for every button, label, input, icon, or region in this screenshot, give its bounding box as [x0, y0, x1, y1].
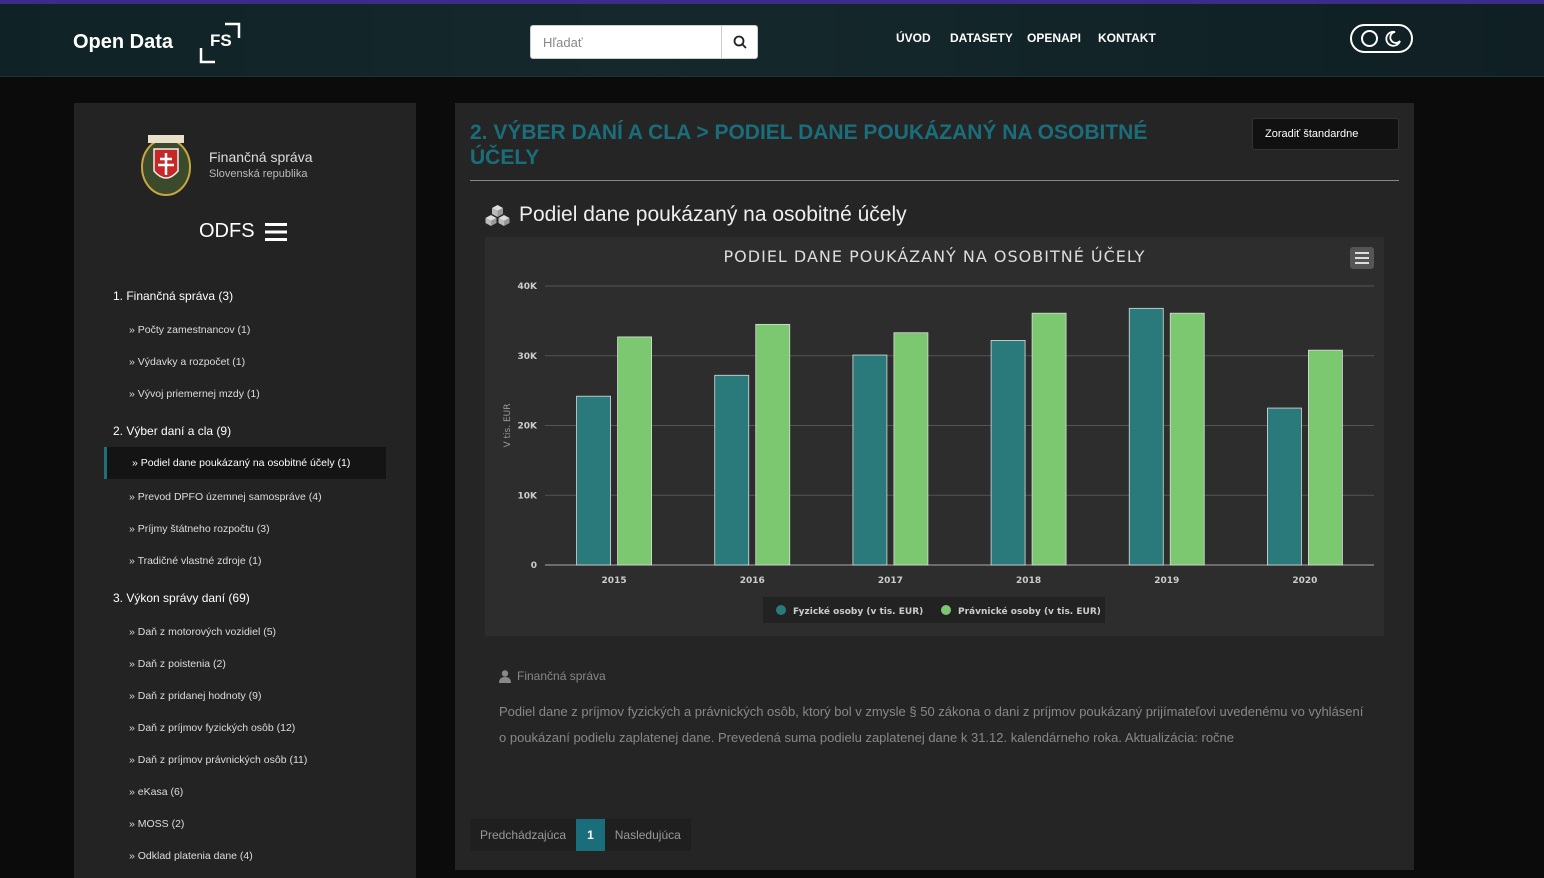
sidebar-item[interactable]: » Vývoj priemernej mzdy (1)	[129, 388, 260, 400]
pagination: Predchádzajúca 1 Nasledujúca	[470, 819, 691, 851]
moon-icon	[1385, 30, 1401, 47]
light-mode-icon	[1361, 30, 1378, 47]
nav-openapi[interactable]: OPENAPI	[1027, 31, 1082, 45]
bar-pravnicke-2015	[617, 336, 652, 566]
sidebar-item[interactable]: » Prevod DPFO územnej samospráve (4)	[129, 491, 322, 503]
search-box	[530, 25, 758, 59]
sidebar-category[interactable]: 3. Výkon správy daní (69)	[113, 591, 250, 605]
legend-label: Právnické osoby (v tis. EUR)	[958, 606, 1101, 617]
dataset-description: Podiel dane z príjmov fyzických a právni…	[499, 704, 1364, 745]
dataset-title-text: Podiel dane poukázaný na osobitné účely	[519, 203, 907, 226]
bar-pravnicke-2019	[1169, 312, 1205, 566]
hamburger-icon	[264, 222, 287, 241]
pagination-page-1[interactable]: 1	[576, 819, 605, 851]
sidebar-item[interactable]: » Daň z príjmov fyzických osôb (12)	[129, 722, 296, 734]
main-content: 2. VÝBER DANÍ A CLA > PODIEL DANE POUKÁZ…	[455, 103, 1414, 870]
sidebar-item[interactable]: » Podiel dane poukázaný na osobitné účel…	[104, 447, 386, 479]
search-button[interactable]	[721, 26, 757, 58]
org-subtitle: Slovenská republika	[209, 168, 308, 180]
sidebar-item[interactable]: » Tradičné vlastné zdroje (1)	[129, 555, 262, 567]
sidebar-category[interactable]: 1. Finančná správa (3)	[113, 289, 234, 303]
x-tick-label: 2018	[1016, 576, 1041, 586]
org-name: Finančná správa	[209, 149, 313, 165]
bar-fyzicke-2017	[852, 354, 888, 566]
chart-title: PODIEL DANE POUKÁZANÝ NA OSOBITNÉ ÚČELY	[723, 247, 1146, 266]
bar-fyzicke-2016	[714, 374, 750, 566]
coat-of-arms-logo	[140, 131, 192, 202]
x-tick-label: 2016	[740, 576, 765, 586]
page-title: 2. VÝBER DANÍ A CLA > PODIEL DANE POUKÁZ…	[470, 121, 1148, 169]
logo-text: FS	[210, 31, 232, 50]
x-tick-label: 2019	[1154, 576, 1179, 586]
chart-context-menu-button[interactable]	[1350, 247, 1374, 269]
nav-datasety[interactable]: DATASETY	[950, 31, 1013, 45]
sidebar-category[interactable]: 2. Výber daní a cla (9)	[113, 424, 232, 438]
legend-box	[763, 597, 1105, 623]
sidebar-item[interactable]: » Daň z motorových vozidiel (5)	[129, 626, 277, 638]
bar-fyzicke-2019	[1128, 307, 1164, 566]
x-tick-label: 2017	[878, 576, 903, 586]
y-tick-label: 30K	[518, 352, 539, 362]
x-tick-label: 2015	[602, 576, 627, 586]
bar-pravnicke-2018	[1031, 312, 1067, 566]
user-icon	[499, 669, 511, 683]
sidebar-item[interactable]: » MOSS (2)	[129, 818, 185, 830]
chart-container: PODIEL DANE POUKÁZANÝ NA OSOBITNÉ ÚČELY …	[485, 237, 1384, 636]
odfs-menu-toggle[interactable]: ODFS	[199, 220, 287, 243]
legend-label: Fyzické osoby (v tis. EUR)	[793, 606, 923, 617]
sidebar-item[interactable]: » Výdavky a rozpočet (1)	[129, 356, 246, 368]
title-divider	[470, 180, 1399, 181]
sidebar-item[interactable]: » Daň z pridanej hodnoty (9)	[129, 690, 262, 702]
sidebar: Finančná správa Slovenská republika ODFS…	[74, 103, 416, 878]
nav-uvod[interactable]: ÚVOD	[896, 31, 931, 45]
legend-marker	[941, 605, 951, 615]
sidebar-item[interactable]: » Daň z príjmov právnických osôb (11)	[129, 754, 308, 766]
search-icon	[733, 35, 747, 49]
author: Finančná správa	[499, 669, 606, 683]
bar-fyzicke-2015	[576, 395, 611, 566]
sidebar-item[interactable]: » Daň z poistenia (2)	[129, 658, 226, 670]
sidebar-item[interactable]: » eKasa (6)	[129, 786, 184, 798]
dataset-title: Podiel dane poukázaný na osobitné účely	[484, 203, 907, 227]
y-axis-label: V tis. EUR	[503, 404, 513, 448]
menu-title: ODFS	[199, 220, 255, 242]
bar-pravnicke-2020	[1308, 349, 1343, 566]
fs-logo[interactable]: FS	[199, 22, 241, 64]
y-tick-label: 10K	[518, 491, 539, 501]
sort-select[interactable]: Zoradiť štandardne	[1252, 118, 1399, 150]
bar-chart: 0 10K 20K 30K 40K V tis. EUR 2015 2016 2017 2018 2…	[503, 282, 1374, 623]
sidebar-item[interactable]: » Počty zamestnancov (1)	[129, 324, 251, 336]
sidebar-item[interactable]: » Odklad platenia dane (4)	[129, 850, 253, 862]
top-navbar: Open Data FS ÚVOD DATASETY OPENAPI KONTA…	[0, 0, 1544, 77]
cubes-icon	[485, 205, 510, 226]
theme-toggle[interactable]	[1350, 24, 1413, 53]
y-tick-label: 20K	[518, 422, 539, 432]
sidebar-item[interactable]: » Príjmy štátneho rozpočtu (3)	[129, 523, 270, 535]
bar-pravnicke-2017	[893, 332, 929, 566]
legend-marker	[776, 605, 786, 615]
bar-pravnicke-2016	[755, 323, 791, 566]
author-name: Finančná správa	[517, 669, 606, 683]
y-tick-label: 0	[531, 561, 537, 571]
brand-title[interactable]: Open Data	[73, 31, 174, 53]
bar-fyzicke-2018	[990, 340, 1026, 566]
bar-fyzicke-2020	[1267, 407, 1302, 566]
nav-kontakt[interactable]: KONTAKT	[1098, 31, 1156, 45]
pagination-prev[interactable]: Predchádzajúca	[470, 819, 577, 851]
y-tick-label: 40K	[518, 282, 539, 292]
pagination-next[interactable]: Nasledujúca	[604, 819, 691, 851]
search-input[interactable]	[531, 26, 723, 58]
x-tick-label: 2020	[1292, 576, 1317, 586]
